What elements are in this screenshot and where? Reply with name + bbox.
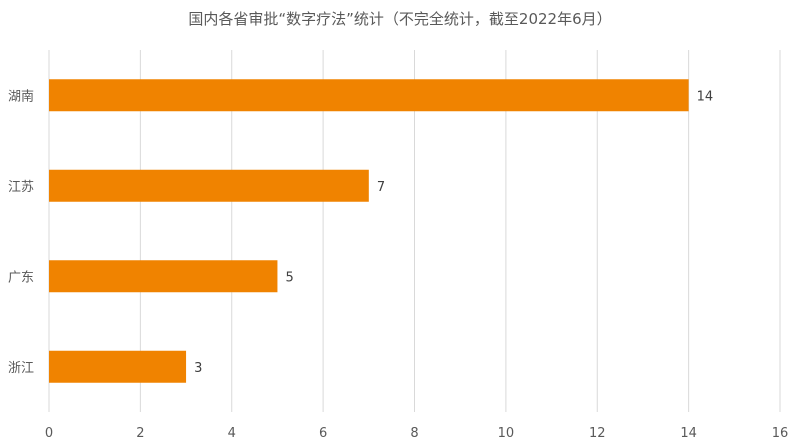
data-label: 5 [285,270,293,285]
x-tick-label: 4 [228,426,236,441]
y-tick-label: 江苏 [8,179,34,195]
data-label: 7 [377,180,385,195]
chart-title: 国内各省审批“数字疗法”统计（不完全统计，截至2022年6月） [188,10,612,28]
data-label: 14 [697,89,714,104]
bar [49,350,187,383]
y-tick-label: 浙江 [8,361,34,376]
x-tick-label: 16 [772,426,789,441]
data-label: 3 [194,361,202,376]
bar [49,169,369,202]
bar [49,79,689,112]
bar [49,260,278,293]
y-tick-label: 湖南 [8,88,34,104]
x-tick-label: 2 [136,426,144,441]
x-tick-label: 10 [498,426,515,441]
x-tick-label: 6 [319,426,327,441]
x-tick-label: 0 [45,426,53,441]
y-tick-label: 广东 [8,270,34,285]
x-tick-label: 14 [680,426,697,441]
x-tick-label: 12 [589,426,606,441]
x-tick-label: 8 [410,426,418,441]
